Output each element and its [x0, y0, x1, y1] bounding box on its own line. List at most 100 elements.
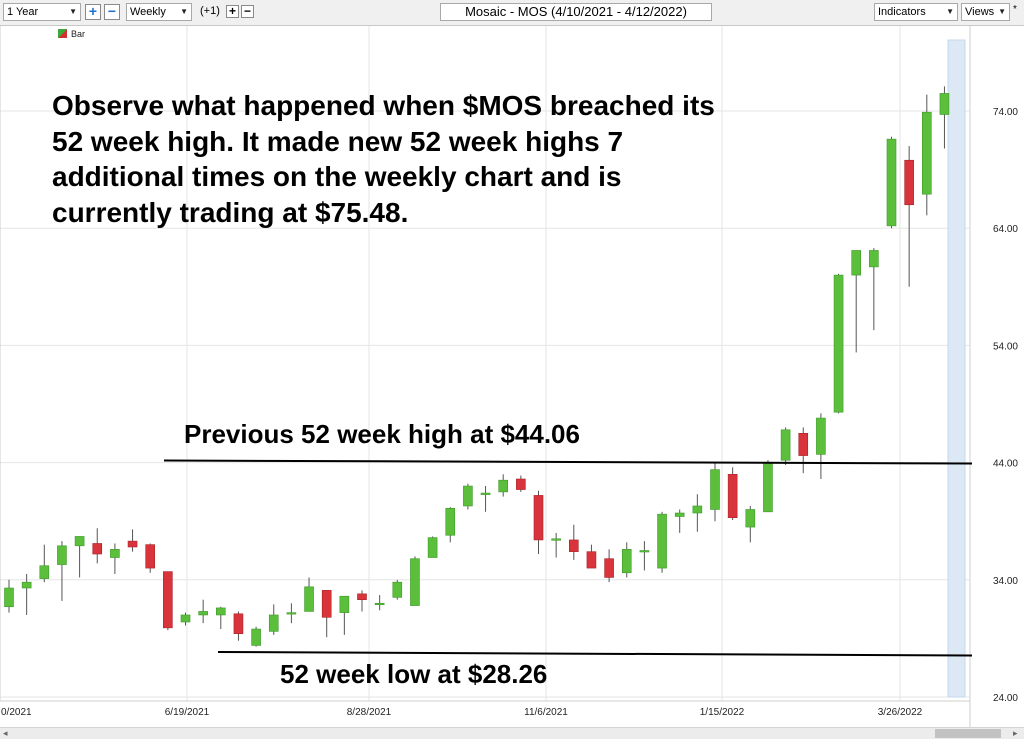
candle-body [286, 612, 297, 615]
forecast-band [947, 39, 966, 698]
candle [198, 599, 208, 624]
scroll-left-icon[interactable]: ◂ [3, 728, 8, 738]
price-tick-label: 64.00 [993, 224, 1018, 235]
candle-body [21, 581, 32, 589]
candle-body [268, 614, 279, 632]
candle [586, 544, 597, 569]
candle [798, 427, 809, 474]
offset-increase-button[interactable]: + [226, 5, 239, 18]
candle-body [904, 159, 914, 206]
chevron-down-icon: ▼ [180, 7, 188, 16]
price-tick-label: 34.00 [993, 576, 1018, 587]
zoom-in-button[interactable]: + [85, 4, 101, 20]
candle-body [145, 544, 155, 569]
candle-body [357, 593, 367, 601]
candle-body [851, 250, 862, 276]
price-chart[interactable]: 24.00 34.00 44.00 54.00 64.00 74.00 0/2021 6/1… [0, 26, 1024, 727]
candle [886, 136, 897, 229]
candle [268, 604, 279, 635]
candle-body [216, 607, 226, 616]
candle [21, 573, 32, 615]
candle [480, 486, 491, 512]
candle-body [74, 536, 85, 547]
candle [621, 542, 632, 578]
candle [392, 579, 403, 600]
candle-body [604, 558, 614, 578]
candle-body [127, 540, 138, 548]
views-select[interactable]: Views ▼ [961, 3, 1010, 21]
candle-body [921, 111, 932, 195]
candle [339, 595, 350, 635]
candle [904, 146, 914, 287]
pin-icon[interactable]: * [1013, 4, 1017, 15]
candle [427, 536, 438, 558]
minus-icon: − [107, 3, 117, 19]
zoom-out-button[interactable]: − [104, 4, 120, 20]
date-tick-label: 8/28/2021 [347, 707, 392, 718]
bar-series-icon [58, 29, 67, 38]
candle-body [939, 93, 950, 115]
price-tick-label: 44.00 [993, 459, 1018, 470]
candle-body [392, 581, 403, 598]
52-week-low-line [217, 651, 973, 657]
scroll-right-icon[interactable]: ▸ [1013, 728, 1018, 738]
candle-body [586, 551, 597, 569]
candle-body [798, 432, 809, 456]
legend-label: Bar [71, 29, 86, 39]
series-legend: Bar [58, 29, 85, 41]
chevron-down-icon: ▼ [69, 7, 77, 16]
previous-high-label: Previous 52 week high at $44.06 [184, 419, 580, 449]
candle [763, 460, 773, 513]
candle [410, 556, 420, 606]
candle-body [198, 611, 208, 616]
candle [939, 86, 950, 149]
candle-body [233, 613, 244, 635]
date-tick-label: 1/15/2022 [700, 707, 745, 718]
candle-body [710, 469, 720, 510]
candle-body [886, 138, 897, 227]
candle [674, 509, 685, 533]
candle [533, 490, 544, 555]
date-axis: 0/2021 6/19/2021 8/28/2021 11/6/2021 1/15/20… [0, 700, 970, 718]
candle-body [621, 549, 632, 574]
scroll-thumb[interactable] [935, 729, 1001, 738]
candle [110, 543, 120, 574]
indicators-select[interactable]: Indicators ▼ [874, 3, 958, 21]
candle-body [745, 509, 756, 528]
headline-line-1: Observe what happened when $MOS breached… [52, 90, 715, 121]
candle-body [568, 539, 579, 552]
candle-body [869, 250, 879, 268]
candle [498, 474, 509, 497]
candle-body [321, 590, 332, 618]
candle-body [251, 628, 261, 646]
candle-body [57, 545, 67, 565]
horizontal-scrollbar[interactable]: ◂ ▸ [0, 727, 1024, 739]
candle-body [727, 474, 738, 518]
candle-body [674, 512, 685, 517]
candle [74, 536, 85, 578]
candle [357, 590, 367, 612]
candle-body [833, 274, 844, 413]
candle [639, 541, 650, 571]
interval-select-value: Weekly [130, 6, 166, 18]
date-tick-label: 3/26/2022 [878, 707, 923, 718]
chart-toolbar: 1 Year ▼ + − Weekly ▼ (+1) + − Mosaic - … [0, 0, 1024, 26]
candle-body [763, 462, 773, 513]
candle-body [339, 595, 350, 613]
chart-title: Mosaic - MOS (4/10/2021 - 4/12/2022) [440, 3, 712, 21]
headline-line-2: 52 week high. It made new 52 week highs … [52, 125, 624, 157]
candle [463, 483, 473, 510]
candle [657, 511, 667, 573]
offset-decrease-button[interactable]: − [241, 5, 254, 18]
price-tick-label: 74.00 [993, 107, 1018, 118]
period-select[interactable]: 1 Year ▼ [3, 3, 81, 21]
headline-line-3: additional times on the weekly chart and… [52, 161, 622, 192]
period-select-value: 1 Year [7, 6, 39, 18]
candle-body [92, 543, 103, 555]
candle-body [498, 479, 509, 493]
interval-select[interactable]: Weekly ▼ [126, 3, 192, 21]
candle [816, 413, 826, 480]
candlestick-series [4, 86, 950, 647]
candle [833, 273, 844, 414]
candle-body [639, 550, 650, 553]
